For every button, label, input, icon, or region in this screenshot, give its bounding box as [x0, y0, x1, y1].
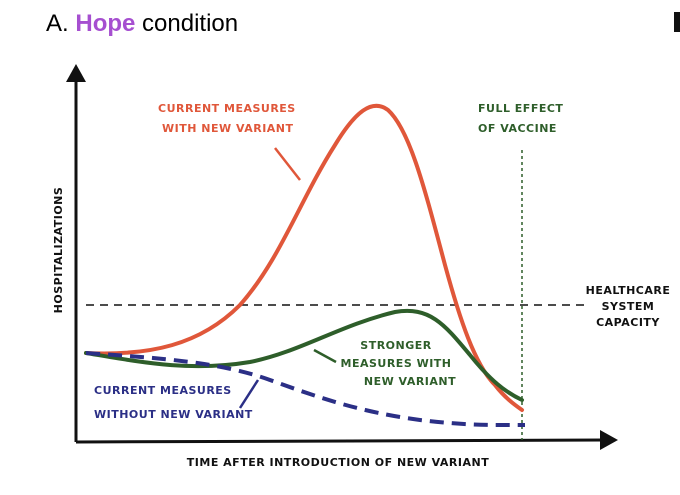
green-pointer: [313, 348, 337, 364]
annotation-line: FULL EFFECT: [478, 102, 563, 115]
y-arrow: [66, 64, 86, 82]
title-prefix: A.: [46, 10, 69, 37]
x-axis: [75, 438, 606, 444]
cut-off-letter: [674, 12, 680, 32]
blue-pointer: [238, 379, 260, 409]
green-curve: [84, 308, 524, 402]
title: A. Hope condition: [46, 10, 238, 37]
annotation-line: CURRENT MEASURES: [94, 384, 232, 397]
orange-pointer: [274, 147, 301, 181]
annotation-line: WITHOUT NEW VARIANT: [94, 408, 253, 421]
annotation-line: HEALTHCARE: [586, 284, 671, 297]
y-axis-label: HOSPITALIZATIONS: [52, 187, 65, 314]
axes: [74, 76, 606, 444]
annotation-line: WITH NEW VARIANT: [162, 122, 294, 135]
title-highlight: Hope: [75, 10, 135, 37]
x-axis-label: TIME AFTER INTRODUCTION OF NEW VARIANT: [187, 456, 489, 469]
annotation-line: SYSTEM: [602, 300, 655, 313]
annotation-line: NEW VARIANT: [364, 375, 456, 388]
annotation-line: CAPACITY: [596, 316, 660, 329]
annotation-line: STRONGER: [360, 339, 431, 352]
blue-curve: [85, 351, 526, 428]
title-suffix: condition: [142, 10, 238, 37]
annotation-line: CURRENT MEASURES: [158, 102, 296, 115]
x-arrow: [600, 430, 618, 450]
annotation-line: OF VACCINE: [478, 122, 557, 135]
annotation-line: MEASURES WITH: [341, 357, 452, 370]
